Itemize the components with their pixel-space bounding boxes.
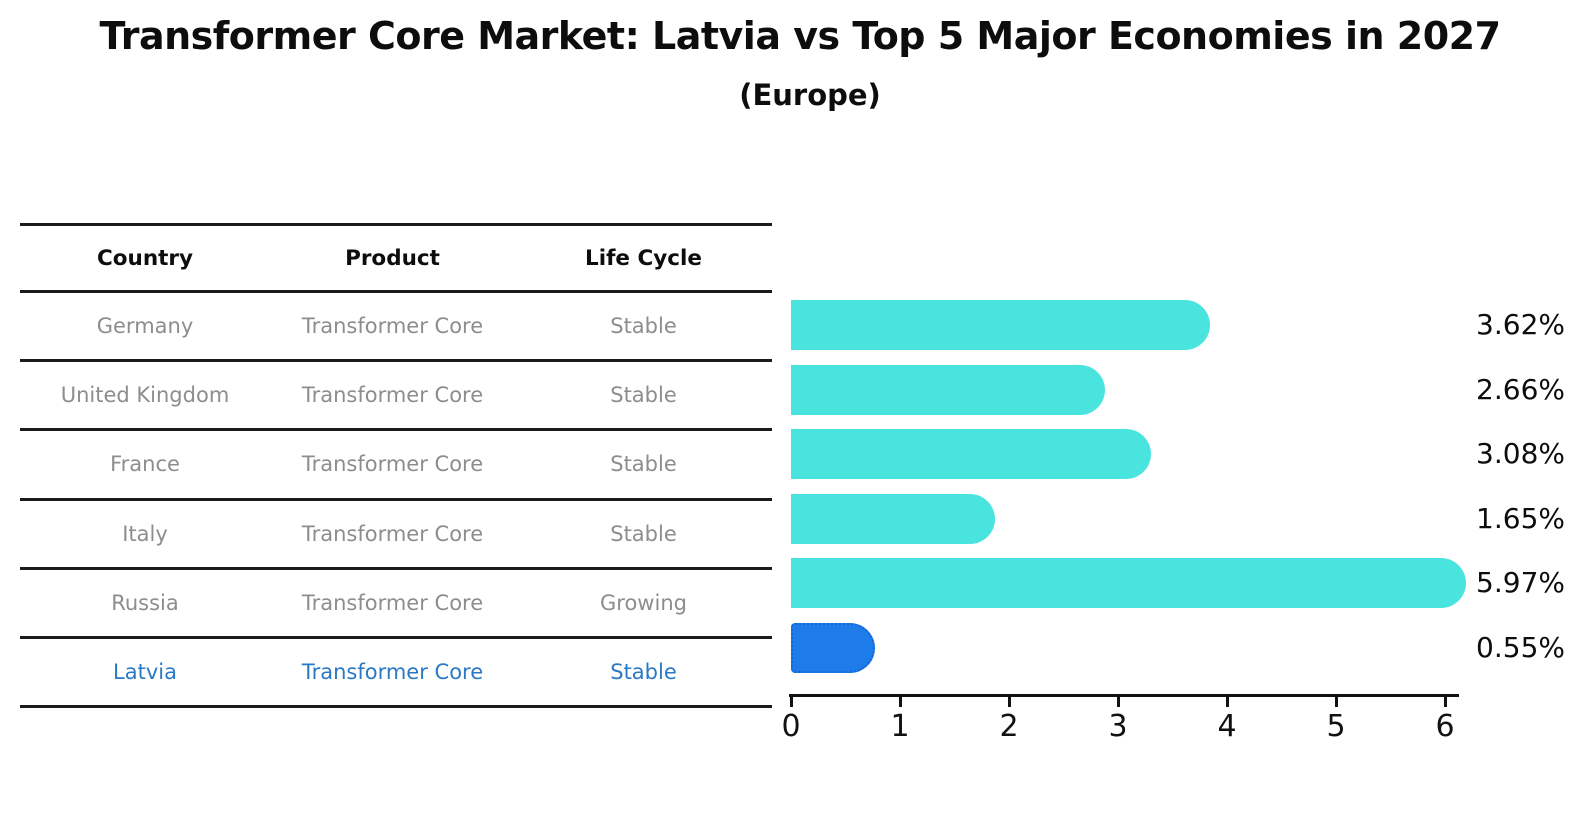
x-axis-tick [1008,696,1011,707]
cell-country: United Kingdom [60,383,230,408]
cell-life-cycle: Stable [610,383,677,408]
bar-france [791,429,1151,480]
table-row-russia: Russia Transformer Core Growing [20,570,772,639]
table-row-italy: Italy Transformer Core Stable [20,501,772,570]
column-header-product: Product [345,245,440,271]
table-row-latvia-highlighted: Latvia Transformer Core Stable [20,639,772,709]
cell-product: Transformer Core [301,383,484,408]
value-label-latvia: 0.55% [1476,631,1565,664]
value-label-italy: 1.65% [1476,501,1565,535]
cell-product: Transformer Core [301,521,484,546]
x-axis-tick-label: 1 [890,709,910,744]
bar-germany [791,300,1210,350]
value-label-germany: 3.62% [1476,308,1565,341]
table-row-united-kingdom: United Kingdom Transformer Core Stable [20,362,772,432]
cell-country: Russia [111,590,179,615]
table-header-row: Country Product Life Cycle [20,226,772,293]
x-axis-tick-label: 3 [1108,709,1128,744]
cell-life-cycle: Growing [600,590,687,615]
cell-country: Germany [96,314,194,339]
table-row-germany: Germany Transformer Core Stable [20,293,772,363]
cell-life-cycle: Stable [610,660,677,685]
x-axis-tick-label: 2 [999,709,1019,744]
cell-product: Transformer Core [301,590,484,615]
bar-russia [791,558,1466,609]
cell-life-cycle: Stable [610,521,677,546]
value-label-united-kingdom: 2.66% [1476,372,1565,406]
x-axis-tick-label: 0 [781,709,801,744]
bar-united-kingdom [791,364,1105,415]
x-axis-tick [899,696,902,707]
x-axis-tick [1444,696,1447,707]
x-axis-tick [1117,696,1120,707]
x-axis-tick-label: 6 [1435,709,1455,744]
x-axis-tick-label: 5 [1326,709,1346,744]
column-header-life-cycle: Life Cycle [585,245,702,271]
value-label-france: 3.08% [1476,437,1565,471]
bar-italy [791,493,995,544]
cell-country: Latvia [113,660,177,685]
bar-latvia-highlighted [791,623,875,673]
value-label-russia: 5.97% [1476,566,1565,600]
cell-country: Italy [122,521,168,546]
chart-subtitle: (Europe) [739,78,881,112]
cell-product: Transformer Core [301,660,484,685]
x-axis-tick [790,696,793,707]
chart-title: Transformer Core Market: Latvia vs Top 5… [99,14,1501,58]
x-axis-tick [1335,696,1338,707]
cell-country: France [110,452,180,477]
comparison-table: Country Product Life Cycle Germany Trans… [20,223,772,709]
cell-life-cycle: Stable [610,314,677,339]
cell-life-cycle: Stable [610,452,677,477]
x-axis-tick [1226,696,1229,707]
cell-product: Transformer Core [301,314,484,339]
table-row-france: France Transformer Core Stable [20,431,772,501]
column-header-country: Country [96,245,194,271]
x-axis-line [789,694,1459,697]
x-axis-tick-label: 4 [1217,709,1237,744]
cell-product: Transformer Core [301,452,484,477]
